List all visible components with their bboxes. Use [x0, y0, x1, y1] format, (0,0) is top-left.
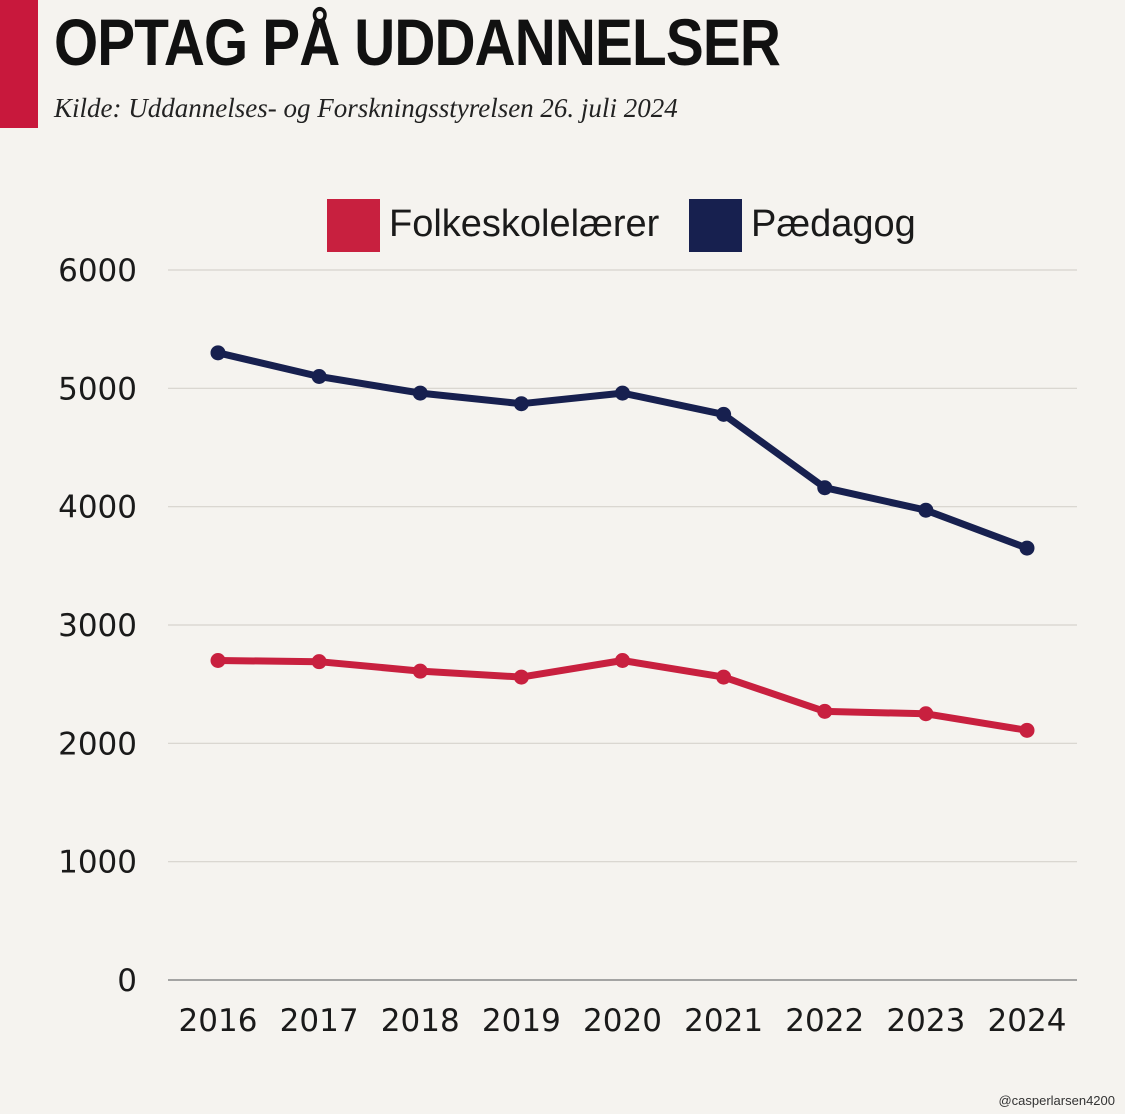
data-point	[716, 669, 732, 685]
data-point	[817, 703, 833, 719]
data-point	[1019, 722, 1035, 738]
data-point	[513, 396, 529, 412]
legend-label: Pædagog	[751, 203, 916, 245]
y-axis: 0 1000 2000 3000 4000 5000 6000	[58, 253, 137, 999]
legend-swatch	[689, 199, 742, 252]
x-tick-label: 2016	[179, 1003, 258, 1039]
data-point	[615, 653, 630, 668]
x-tick-label: 2024	[988, 1003, 1067, 1039]
x-tick-label: 2019	[482, 1003, 561, 1039]
source-subtitle: Kilde: Uddannelses- og Forskningsstyrels…	[54, 93, 678, 123]
data-point	[311, 369, 327, 384]
data-point	[817, 480, 833, 496]
x-tick-label: 2023	[886, 1003, 965, 1039]
y-tick-label: 6000	[58, 253, 137, 289]
y-tick-label: 5000	[58, 371, 137, 407]
x-tick-label: 2020	[583, 1003, 662, 1039]
y-tick-label: 2000	[58, 726, 137, 762]
data-point	[210, 653, 226, 668]
x-tick-label: 2021	[684, 1003, 763, 1039]
series	[210, 653, 1035, 738]
data-point	[311, 654, 327, 670]
data-point	[412, 663, 428, 679]
x-tick-label: 2018	[381, 1003, 460, 1039]
data-point	[918, 502, 934, 518]
data-point	[210, 345, 226, 361]
data-point	[1019, 540, 1035, 556]
data-point	[412, 385, 428, 401]
series-group	[210, 345, 1035, 738]
series	[210, 345, 1035, 556]
legend-swatch	[327, 199, 380, 252]
y-tick-label: 4000	[58, 490, 137, 526]
y-tick-label: 3000	[58, 608, 137, 644]
series-line	[214, 657, 1031, 734]
data-point	[918, 706, 934, 722]
legend: Folkeskolelærer Pædagog	[327, 199, 916, 252]
y-tick-label: 1000	[58, 845, 137, 881]
y-tick-label: 0	[117, 963, 137, 999]
data-point	[513, 669, 529, 685]
legend-label: Folkeskolelærer	[389, 203, 660, 245]
data-point	[615, 385, 630, 401]
series-line	[214, 349, 1031, 552]
x-tick-label: 2022	[785, 1003, 864, 1039]
page-title: OPTAG PÅ UDDANNELSER	[54, 5, 781, 79]
accent-bar	[0, 0, 38, 128]
x-axis: 2016 2017 2018 2019 2020 2021 2022 2023 2024	[179, 1003, 1067, 1039]
x-tick-label: 2017	[280, 1003, 359, 1039]
author-credit: @casperlarsen4200	[998, 1093, 1115, 1108]
data-point	[716, 406, 732, 422]
